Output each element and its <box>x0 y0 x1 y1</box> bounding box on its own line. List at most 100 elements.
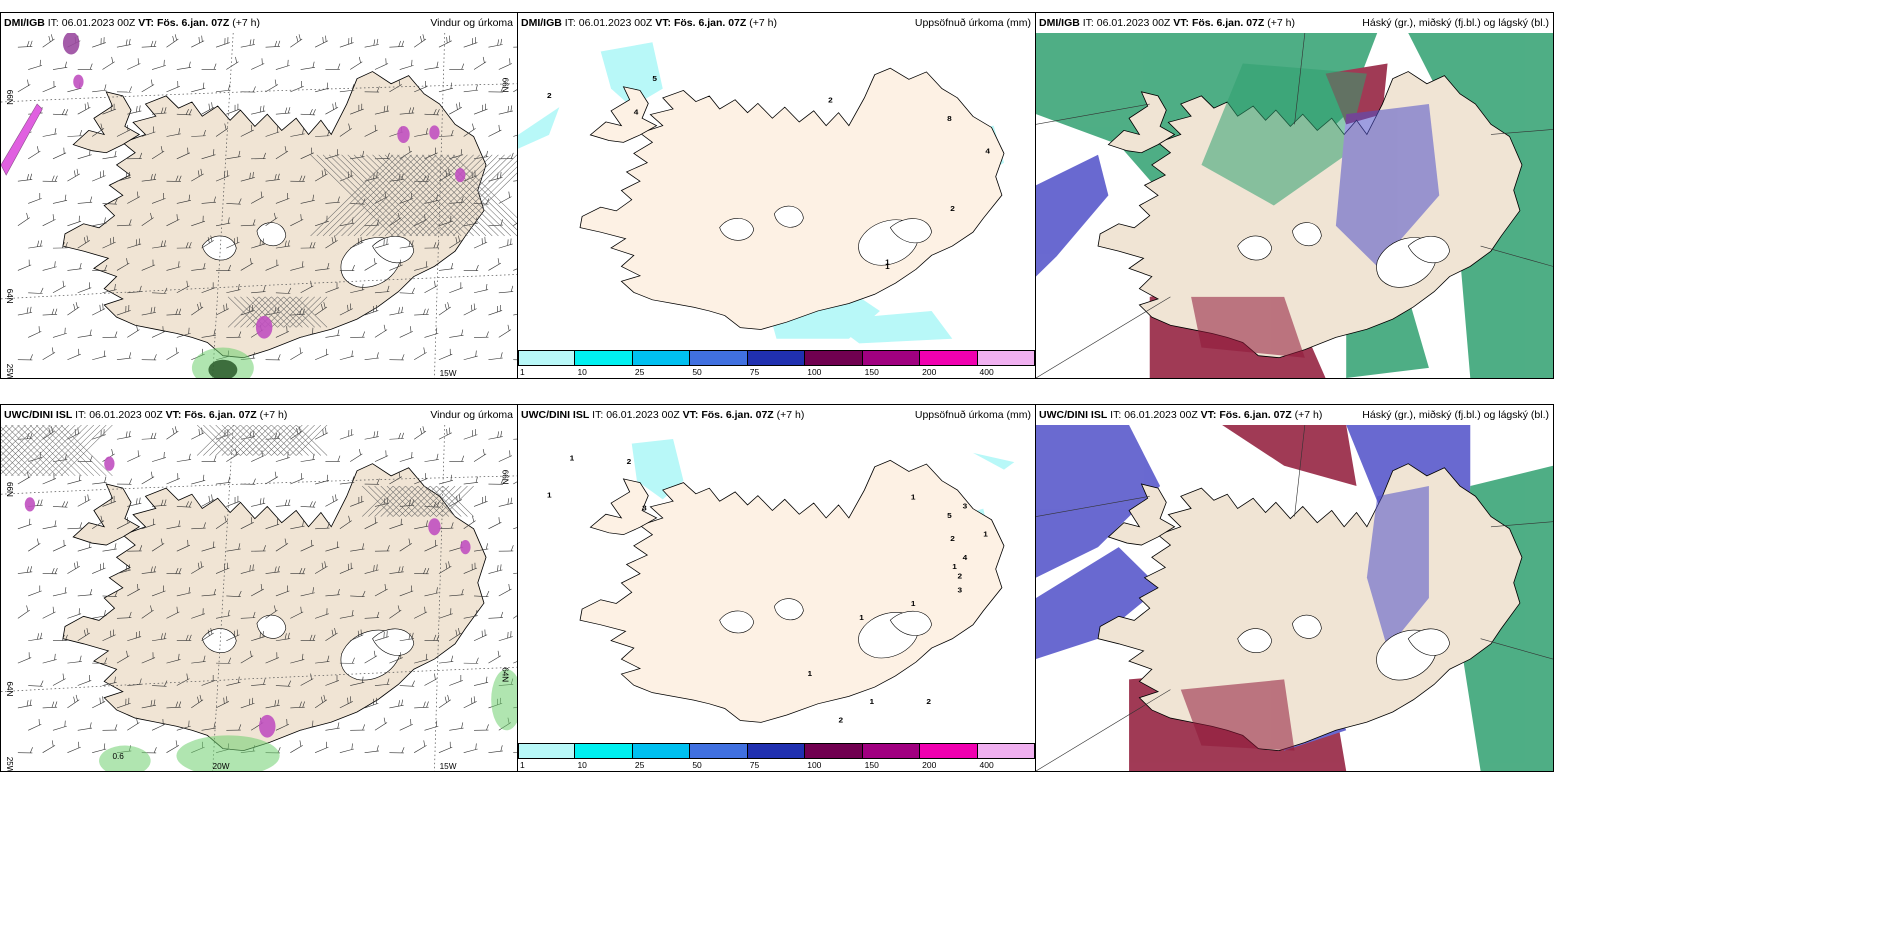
map-canvas <box>1036 33 1553 378</box>
westfjords-land <box>1107 91 1176 154</box>
hatching <box>227 154 517 328</box>
grid-label: 66N <box>5 90 14 105</box>
lead: (+7 h) <box>1267 17 1295 29</box>
panel-header: DMI/IGB IT: 06.01.2023 00Z VT: Fös. 6.ja… <box>1 13 517 33</box>
precip-value-label: 2 <box>547 91 552 99</box>
lat-lon-grid <box>1 33 517 378</box>
vt: Fös. 6.jan. 07Z <box>1219 409 1292 421</box>
colorbar-swatch <box>747 350 806 366</box>
panel-header: DMI/IGB IT: 06.01.2023 00Z VT: Fös. 6.ja… <box>518 13 1035 33</box>
westfjords-land <box>72 91 141 154</box>
map-canvas: 66N 66N 64N 64N 25W 20W 15W 0.6 <box>1 425 517 771</box>
colorbar-swatch <box>690 743 748 759</box>
vt-label: VT: <box>1173 17 1190 29</box>
vt: Fös. 6.jan. 07Z <box>673 17 747 29</box>
grid-label: 64N <box>501 667 510 682</box>
grid-label: 25W <box>5 364 14 378</box>
vt-label: VT: <box>655 17 672 29</box>
lead: (+7 h) <box>259 409 288 421</box>
colorbar-swatch <box>805 743 863 759</box>
precip-value-label: 3 <box>963 502 968 511</box>
precip-value-label: 2 <box>839 716 844 725</box>
map-grid-lines <box>1036 33 1553 378</box>
product-title: Háský (gr.), miðský (fj.bl.) og lágský (… <box>1362 409 1549 421</box>
product-title: Uppsöfnuð úrkoma (mm) <box>914 17 1031 29</box>
glacier <box>1407 236 1450 264</box>
colorbar-swatch <box>575 350 633 366</box>
precip-value-label: 2 <box>627 457 632 466</box>
glacier <box>1407 628 1450 656</box>
westfjords-land <box>589 86 658 143</box>
it: 06.01.2023 00Z <box>61 17 136 29</box>
it: 06.01.2023 00Z <box>89 409 163 421</box>
run-info: UWC/DINI ISL IT: 06.01.2023 00Z VT: Fös.… <box>1039 405 1322 425</box>
panel-precip-dmi: DMI/IGB IT: 06.01.2023 00Z VT: Fös. 6.ja… <box>517 12 1036 379</box>
colorbar-swatch <box>920 743 978 759</box>
colorbar-tick: 10 <box>577 760 587 770</box>
colorbar-tick: 25 <box>634 760 645 770</box>
lead: (+7 h) <box>749 17 777 29</box>
precip-value-label: 1 <box>911 493 916 502</box>
precip-value-label: 1 <box>570 454 575 463</box>
glacier <box>774 598 804 620</box>
precip-value-label: 2 <box>957 572 962 581</box>
colorbar-tick: 1 <box>520 367 525 377</box>
panel-wind-dmi: DMI/IGB IT: 06.01.2023 00Z VT: Fös. 6.ja… <box>0 12 518 379</box>
it: 06.01.2023 00Z <box>606 409 680 421</box>
glacier <box>1237 628 1273 654</box>
westfjords-land <box>1107 483 1176 546</box>
colorbar-swatch <box>632 350 691 366</box>
glacier <box>889 611 932 636</box>
precip-value-label: 2 <box>950 535 955 544</box>
grid-label: 66N <box>5 482 14 497</box>
it: 06.01.2023 00Z <box>1124 409 1198 421</box>
mid-cloud-area <box>1036 154 1109 277</box>
map-canvas: 2 4 5 2 8 4 2 11 <box>518 33 1035 348</box>
precip-value-labels: 2 4 5 2 8 4 2 11 <box>547 75 991 272</box>
colorbar-tick: 150 <box>864 367 879 377</box>
colorbar-swatch <box>575 743 633 759</box>
model: UWC/DINI ISL <box>1039 409 1108 421</box>
grid-label: 64N <box>5 289 14 304</box>
grid-label: 66N <box>501 470 510 485</box>
grid-label: 25W <box>5 757 14 771</box>
colorbar-frame <box>518 743 1035 759</box>
product-title: Vindur og úrkoma <box>430 17 513 29</box>
precip-value-label: 8 <box>947 114 952 122</box>
hatching <box>1 425 474 517</box>
panel-header: UWC/DINI ISL IT: 06.01.2023 00Z VT: Fös.… <box>518 405 1035 425</box>
run-info: UWC/DINI ISL IT: 06.01.2023 00Z VT: Fös.… <box>521 405 804 425</box>
grid-labels: 66N 66N 64N 25W 15W <box>5 78 509 378</box>
run-info: DMI/IGB IT: 06.01.2023 00Z VT: Fös. 6.ja… <box>521 13 777 33</box>
vt-label: VT: <box>165 409 182 421</box>
precip-value-label: 1 <box>859 614 864 623</box>
colorbar-swatch <box>747 743 806 759</box>
glacier <box>1292 614 1322 639</box>
precip-value-label: 1 <box>870 697 875 706</box>
precip-value-label: 1 <box>911 600 916 609</box>
precip-value-label: 4 <box>963 553 968 562</box>
colorbar-swatch <box>632 743 691 759</box>
grid-label: 64N <box>5 681 14 696</box>
grid-label: 66N <box>501 78 510 93</box>
precip-value-label: 2 <box>926 697 931 706</box>
it-label: IT: <box>47 17 59 29</box>
vt: Fös. 6.jan. 07Z <box>701 409 774 421</box>
vt-label: VT: <box>138 17 155 29</box>
precip-value-label: 4 <box>985 147 990 155</box>
panel-wind-uwc: UWC/DINI ISL IT: 06.01.2023 00Z VT: Fös.… <box>0 404 518 772</box>
colorbar-swatch <box>518 350 576 366</box>
precip-value-label: 1 <box>547 491 552 500</box>
map-canvas: 66N 66N 64N 25W 15W <box>1 33 517 378</box>
iceland-land <box>579 459 1005 723</box>
grid-label: 15W <box>440 762 457 771</box>
panel-cloud-dmi: DMI/IGB IT: 06.01.2023 00Z VT: Fös. 6.ja… <box>1035 12 1554 379</box>
map-area <box>1036 425 1553 771</box>
colorbar-tick: 100 <box>807 760 822 770</box>
lat-lon-grid <box>1 425 517 771</box>
it-label: IT: <box>592 409 604 421</box>
run-info: DMI/IGB IT: 06.01.2023 00Z VT: Fös. 6.ja… <box>4 13 260 33</box>
run-info: DMI/IGB IT: 06.01.2023 00Z VT: Fös. 6.ja… <box>1039 13 1295 33</box>
